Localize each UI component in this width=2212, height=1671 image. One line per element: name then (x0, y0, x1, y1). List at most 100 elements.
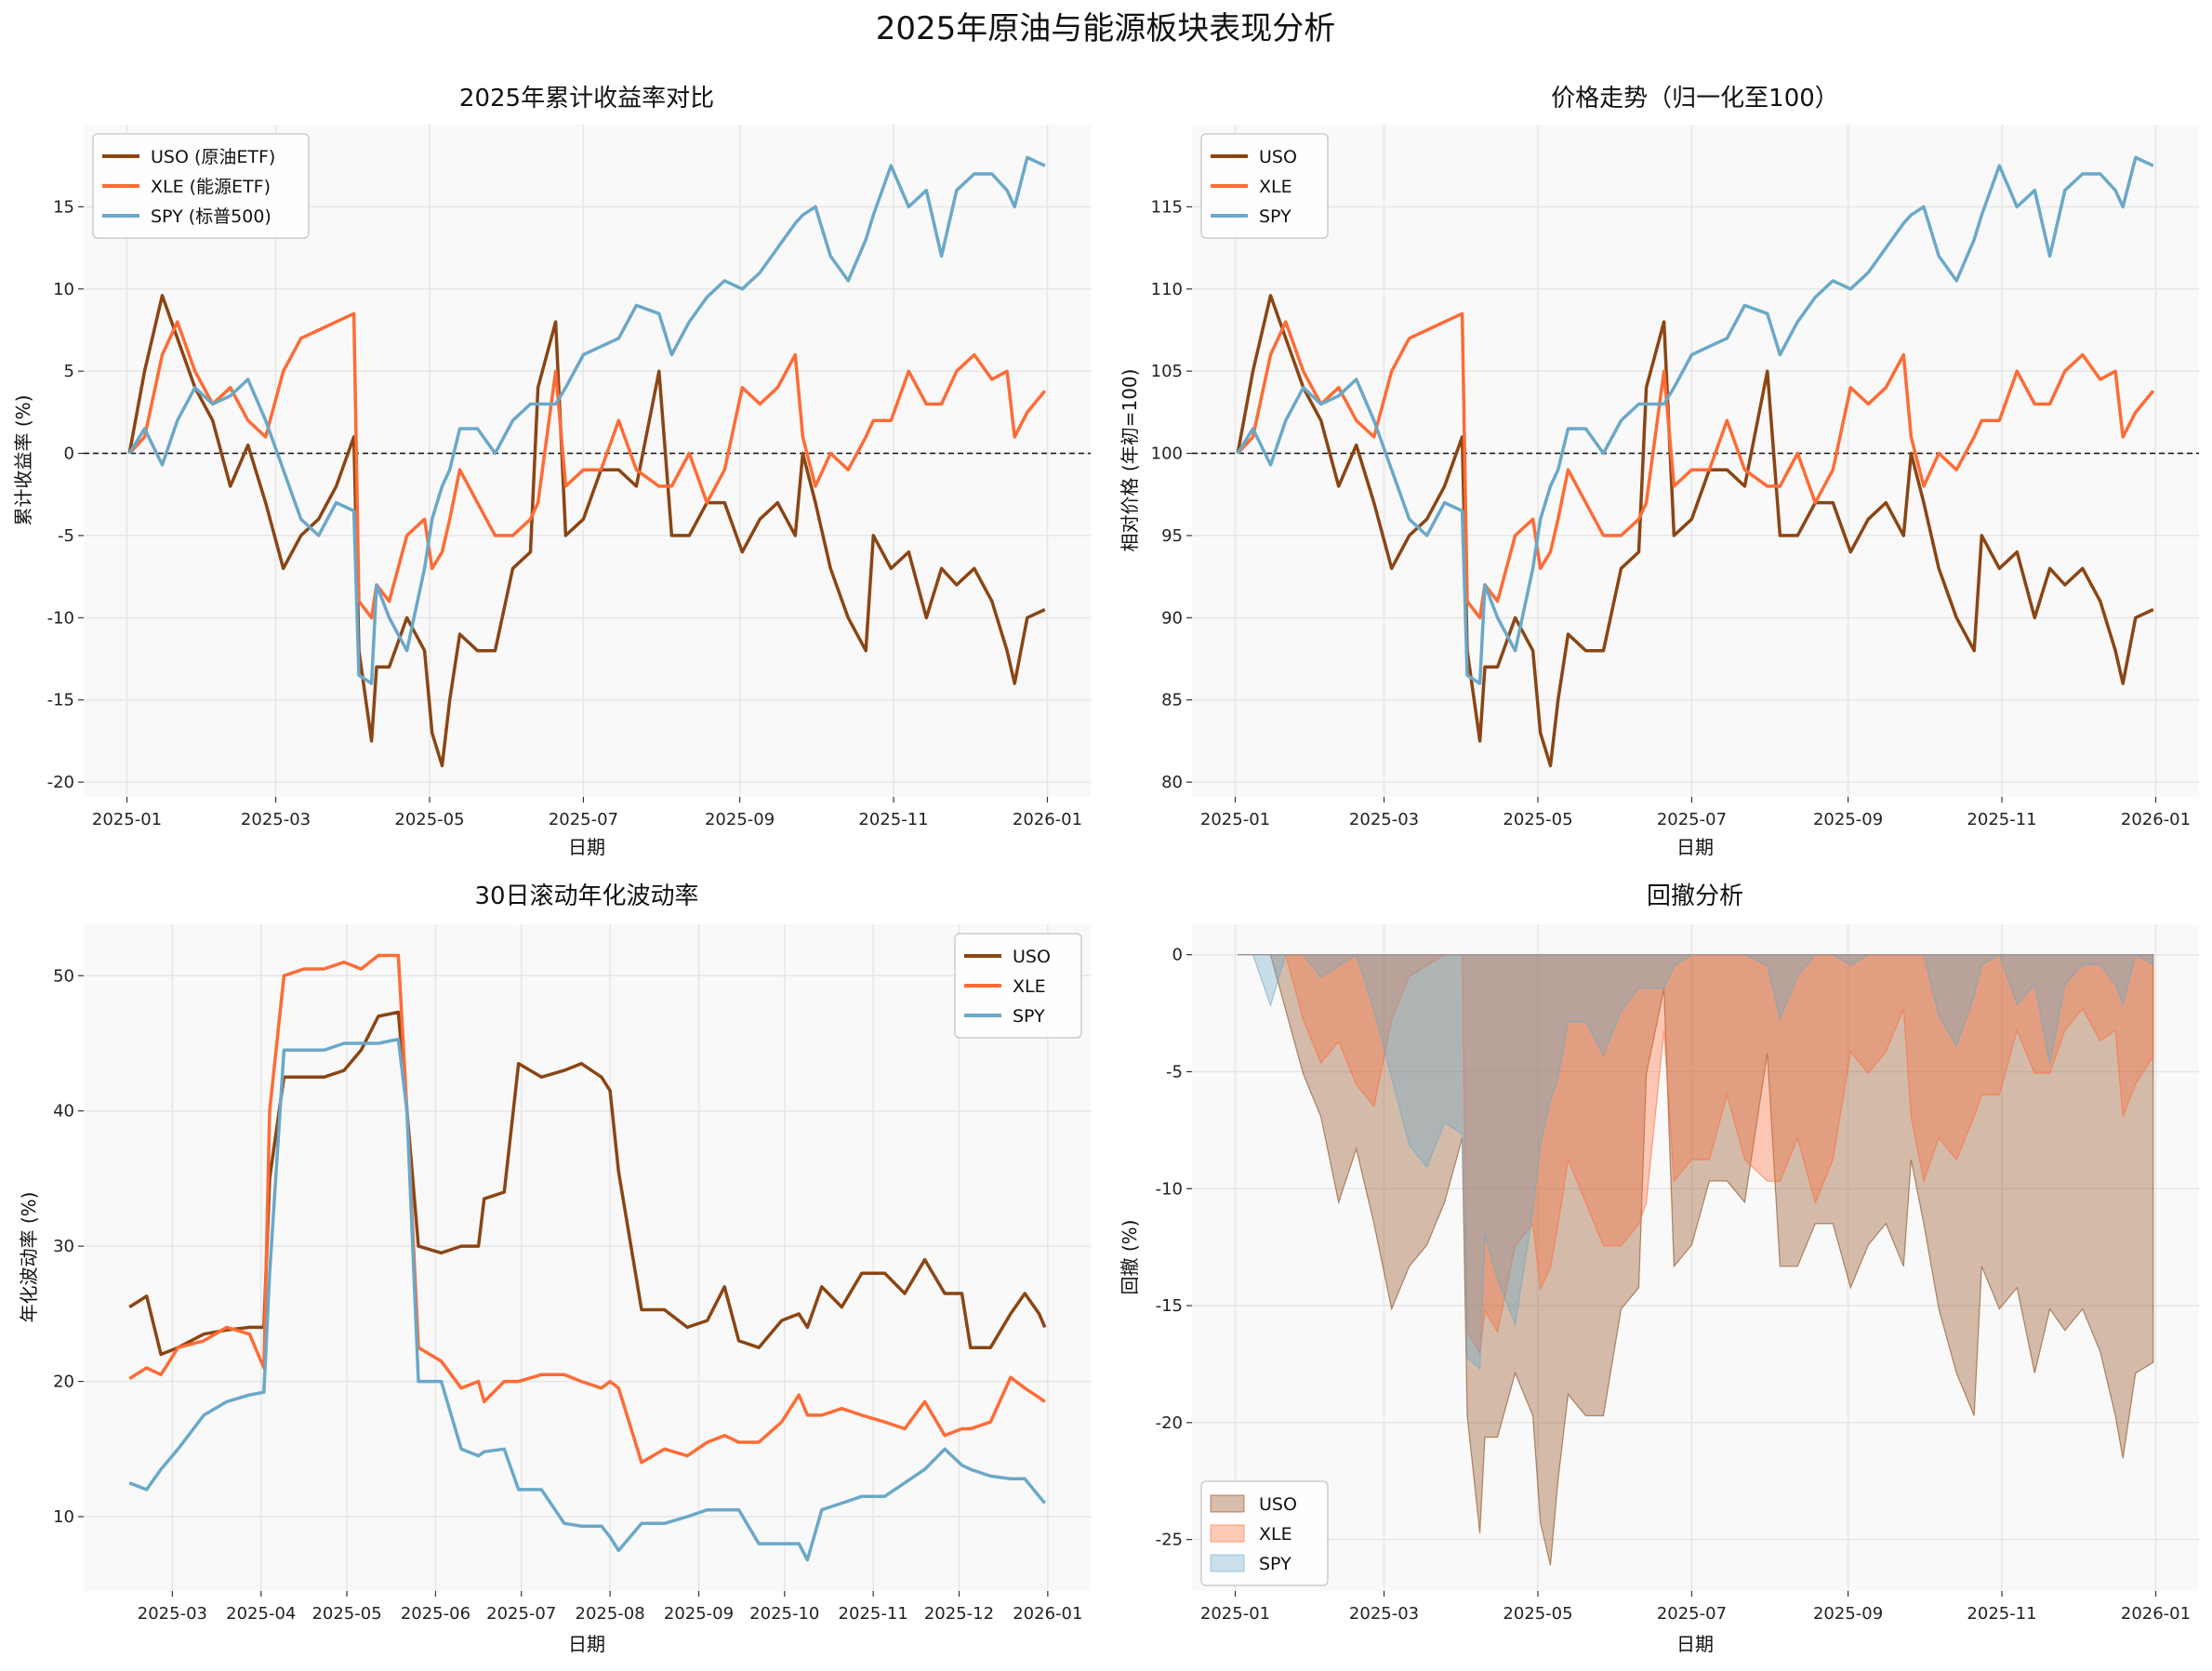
plot-area (1192, 125, 2199, 797)
line-xle (1236, 312, 2155, 620)
legend-label-xle: XLE (1013, 976, 1046, 997)
legend-swatch-uso (1210, 1494, 1245, 1513)
legend-box (1200, 133, 1329, 239)
chart1-axes: -20 -15 -10 -5 0 5 10 15 2025-01 2025-03 2025-05 20… (47, 125, 1091, 829)
xtick-label: 2025-11 (858, 810, 928, 829)
xtick-label: 2025-01 (92, 810, 162, 829)
ytick-label: 100 (1151, 444, 1183, 464)
legend: USO (原油ETF) XLE (能源ETF) SPY (标普500) (92, 133, 310, 239)
legend: USO XLE SPY (1200, 133, 1329, 239)
area-uso (1238, 954, 2154, 1566)
xtick-label: 2025-12 (924, 1604, 994, 1624)
xtick-label: 2025-11 (839, 1604, 908, 1624)
xtick-label: 2025-09 (664, 1604, 734, 1624)
xtick-label: 2025-05 (311, 1604, 381, 1624)
xtick-label: 2025-03 (1349, 1604, 1419, 1624)
xtick-label: 2025-05 (394, 810, 464, 829)
xtick-label: 2025-07 (549, 810, 618, 829)
line-xle (128, 953, 1046, 1465)
ytick-label: 85 (1161, 691, 1183, 710)
line-xle (127, 312, 1047, 620)
ytick-label: -25 (1156, 1531, 1183, 1550)
chart2-xlabel: 日期 (1676, 836, 1714, 858)
line-uso (127, 294, 1046, 768)
legend-label-xle: XLE (1259, 177, 1292, 197)
ytick-label: 40 (53, 1102, 74, 1121)
chart4-axes: -25 -20 -15 -10 -5 0 2025-01 2025-03 2025-05 2025… (1156, 924, 2199, 1624)
plot-area (1192, 924, 2199, 1591)
ytick-label: 20 (53, 1373, 74, 1392)
legend-box (92, 133, 310, 239)
xtick-label: 2025-09 (1813, 810, 1883, 829)
xtick-label: 2025-03 (241, 810, 311, 829)
chart3-ylabel: 年化波动率 (%) (18, 1192, 40, 1323)
legend-label-uso: USO (1259, 1494, 1297, 1515)
chart2-title: 价格走势（归一化至100） (1551, 85, 1839, 113)
line-spy (1236, 155, 2154, 685)
legend-swatch-xle (1210, 1524, 1245, 1543)
chart1-xlabel: 日期 (568, 836, 605, 858)
chart2-ylabel: 相对价格 (年初=100) (1119, 369, 1141, 552)
xtick-label: 2025-06 (401, 1604, 470, 1624)
legend-label-spy: SPY (1013, 1006, 1045, 1027)
ytick-label: 115 (1151, 197, 1183, 217)
legend: USO XLE SPY (954, 933, 1082, 1039)
chart4-ylabel: 回撤 (%) (1119, 1220, 1141, 1295)
chart4-title: 回撤分析 (1647, 882, 1743, 910)
xtick-label: 2025-07 (1657, 1604, 1727, 1624)
ytick-label: 10 (53, 280, 74, 299)
xtick-label: 2026-01 (2121, 1604, 2191, 1624)
ytick-label: 0 (1172, 946, 1183, 965)
ytick-label: 10 (53, 1507, 74, 1527)
chart3-axes: 10 20 30 40 50 2025-03 2025-04 2025-05 2025-06 20… (53, 924, 1091, 1624)
xtick-label: 2025-05 (1503, 810, 1572, 829)
ytick-label: 30 (53, 1237, 74, 1256)
xtick-label: 2025-08 (576, 1604, 645, 1624)
figure-suptitle: 2025年原油与能源板块表现分析 (876, 10, 1336, 47)
legend-label-spy: SPY (标普500) (151, 206, 272, 227)
area-spy (1238, 953, 2154, 1371)
xtick-label: 2025-07 (486, 1604, 556, 1624)
ytick-label: -5 (58, 526, 74, 546)
ytick-label: -15 (1156, 1296, 1183, 1316)
ytick-label: 110 (1151, 280, 1183, 299)
ytick-label: 50 (53, 966, 74, 986)
ytick-label: 80 (1161, 773, 1183, 792)
plot-area (84, 924, 1091, 1591)
chart3-xlabel: 日期 (568, 1633, 605, 1655)
xtick-label: 2025-03 (138, 1604, 207, 1624)
xtick-label: 2025-09 (705, 810, 775, 829)
chart3-title: 30日滚动年化波动率 (474, 882, 698, 910)
ytick-label: -10 (47, 608, 74, 628)
ytick-label: -10 (1156, 1179, 1183, 1199)
xtick-label: 2025-05 (1503, 1604, 1572, 1624)
legend-label-spy: SPY (1259, 1554, 1291, 1574)
legend-label-uso: USO (原油ETF) (151, 147, 275, 167)
ytick-label: 15 (53, 197, 74, 217)
xtick-label: 2025-10 (749, 1604, 819, 1624)
xtick-label: 2025-07 (1657, 810, 1727, 829)
xtick-label: 2026-01 (2121, 810, 2191, 829)
chart1-title: 2025年累计收益率对比 (459, 85, 714, 113)
legend-box (1200, 1480, 1329, 1586)
line-uso (1236, 294, 2154, 768)
xtick-label: 2026-01 (1013, 810, 1082, 829)
legend-box (954, 933, 1082, 1039)
legend-label-uso: USO (1259, 147, 1297, 167)
chart4-xlabel: 日期 (1676, 1633, 1714, 1655)
xtick-label: 2025-09 (1813, 1604, 1883, 1624)
ytick-label: -20 (47, 773, 74, 792)
line-spy (127, 155, 1046, 685)
legend-label-xle: XLE (能源ETF) (151, 177, 271, 197)
ytick-label: 95 (1161, 526, 1183, 546)
xtick-label: 2025-04 (226, 1604, 296, 1624)
xtick-label: 2025-01 (1200, 810, 1270, 829)
legend-label-uso: USO (1013, 947, 1051, 967)
ytick-label: -15 (47, 691, 74, 710)
area-xle (1238, 954, 2154, 1356)
xtick-label: 2025-11 (1967, 810, 2036, 829)
xtick-label: 2025-11 (1967, 1604, 2036, 1624)
ytick-label: -20 (1156, 1413, 1183, 1433)
legend-label-spy: SPY (1259, 206, 1291, 227)
